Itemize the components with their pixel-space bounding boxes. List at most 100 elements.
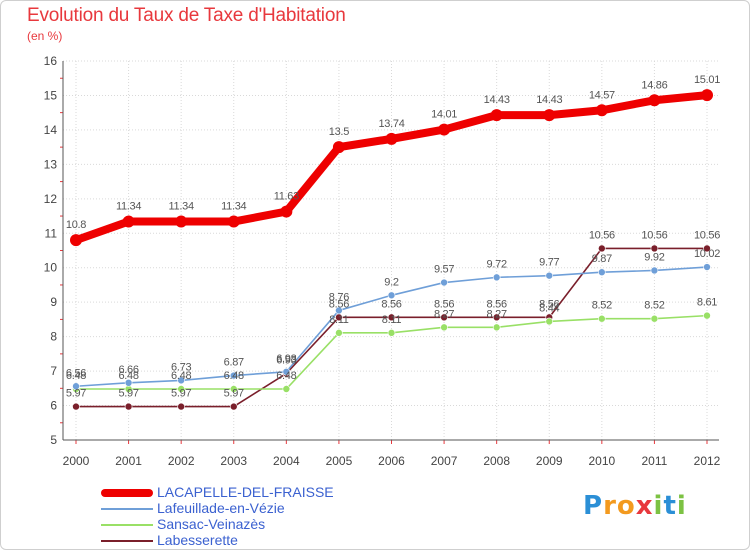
data-point <box>543 109 556 122</box>
data-label: 8.52 <box>644 300 664 312</box>
x-tick-label: 2006 <box>378 454 405 468</box>
data-point <box>650 266 659 275</box>
proxiti-logo: Proxiti <box>583 491 687 521</box>
data-point <box>703 311 711 320</box>
data-label: 6.87 <box>224 357 244 369</box>
data-point <box>280 205 293 218</box>
logo-letter: i <box>676 491 687 521</box>
chart-subtitle: (en %) <box>27 29 63 43</box>
y-tick-label: 15 <box>44 88 58 102</box>
data-point <box>545 271 554 280</box>
x-tick-label: 2008 <box>483 454 510 468</box>
data-label: 10.8 <box>66 219 86 231</box>
y-tick-label: 10 <box>44 261 58 275</box>
data-point <box>387 329 396 337</box>
data-label: 9.92 <box>644 251 664 263</box>
data-point <box>648 94 661 107</box>
data-point <box>124 379 133 387</box>
data-label: 8.56 <box>434 298 454 310</box>
data-label: 5.97 <box>171 388 191 400</box>
data-label: 6.48 <box>118 370 138 382</box>
data-point <box>124 402 133 411</box>
y-tick-label: 5 <box>50 433 57 447</box>
data-point <box>440 278 448 287</box>
data-label: 6.73 <box>171 361 191 373</box>
x-tick-label: 2003 <box>220 454 247 468</box>
data-point <box>72 402 80 411</box>
logo-letter: i <box>653 491 664 521</box>
legend-label: Labesserette <box>157 532 238 548</box>
data-point <box>492 313 501 322</box>
data-point <box>492 273 501 282</box>
y-tick-label: 8 <box>50 330 57 344</box>
data-point <box>650 244 659 253</box>
x-tick-label: 2007 <box>431 454 458 468</box>
data-label: 14.43 <box>484 94 510 106</box>
data-label: 8.56 <box>539 298 559 310</box>
data-point <box>387 313 396 322</box>
data-point <box>492 323 501 332</box>
x-tick-label: 2004 <box>273 454 300 468</box>
data-label: 6.98 <box>276 353 296 365</box>
logo-letter: o <box>616 491 636 521</box>
data-label: 10.56 <box>589 229 615 241</box>
data-label: 13.5 <box>329 126 349 138</box>
data-label: 10.56 <box>694 229 720 241</box>
data-point <box>282 385 291 393</box>
data-label: 9.77 <box>539 257 559 269</box>
data-label: 8.11 <box>382 314 402 326</box>
data-label: 6.66 <box>118 364 138 376</box>
data-label: 9.87 <box>592 253 612 265</box>
legend-label: Sansac-Veinazès <box>157 516 266 532</box>
data-label: 8.44 <box>539 302 559 314</box>
data-point <box>335 329 343 337</box>
data-point <box>227 215 240 228</box>
data-label: 11.34 <box>116 201 141 213</box>
data-point <box>703 263 711 271</box>
logo-letter: r <box>603 491 617 521</box>
y-tick-label: 6 <box>50 399 57 413</box>
data-label: 8.56 <box>487 298 507 310</box>
data-label: 11.34 <box>221 201 246 213</box>
data-point <box>387 291 396 300</box>
data-point <box>229 385 238 393</box>
data-label: 8.11 <box>329 314 349 326</box>
data-label: 15.01 <box>694 74 720 86</box>
data-label: 8.27 <box>434 308 454 320</box>
data-label: 9.57 <box>434 264 454 276</box>
data-point <box>282 367 291 376</box>
data-point <box>703 244 711 253</box>
data-point <box>598 314 606 323</box>
data-point <box>490 109 503 122</box>
data-point <box>175 215 188 228</box>
y-tick-label: 14 <box>44 123 58 137</box>
data-point <box>701 89 713 102</box>
legend-item-sansac: Sansac-Veinazès <box>101 516 401 533</box>
legend-item-labesserette: Labesserette <box>101 532 401 549</box>
y-tick-label: 11 <box>45 226 58 240</box>
legend-swatch <box>101 489 153 497</box>
data-point <box>177 385 185 393</box>
data-label: 9.72 <box>487 258 507 270</box>
data-label: 6.56 <box>66 367 86 379</box>
data-point <box>72 382 80 391</box>
data-point <box>598 268 606 277</box>
data-label: 8.61 <box>697 297 717 309</box>
data-label: 8.76 <box>329 291 349 303</box>
legend-item-lacapelle: LACAPELLE-DEL-FRAISSE <box>101 484 401 501</box>
data-label: 14.43 <box>536 94 562 106</box>
data-point <box>229 402 238 411</box>
x-tick-label: 2005 <box>326 454 353 468</box>
chart-title: Evolution du Taux de Taxe d'Habitation <box>27 5 346 26</box>
y-tick-label: 13 <box>44 157 58 171</box>
data-point <box>650 314 659 323</box>
x-tick-label: 2010 <box>588 454 615 468</box>
data-label: 8.56 <box>329 298 349 310</box>
chart-legend: LACAPELLE-DEL-FRAISSE Lafeuillade-en-Véz… <box>101 484 401 549</box>
data-label: 8.52 <box>592 300 612 312</box>
data-label: 5.97 <box>224 388 244 400</box>
data-label: 5.97 <box>66 388 86 400</box>
data-label: 10.02 <box>694 248 720 260</box>
